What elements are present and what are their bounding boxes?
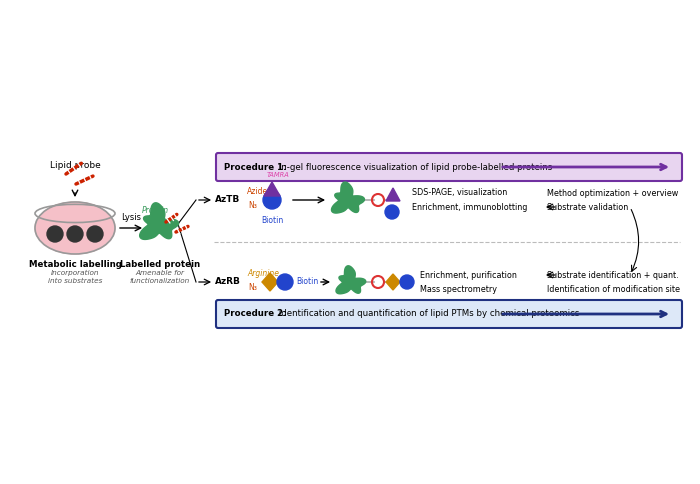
Polygon shape — [386, 188, 400, 201]
Text: Labelled protein: Labelled protein — [120, 260, 200, 269]
Text: Mass spectrometry: Mass spectrometry — [420, 285, 497, 293]
Circle shape — [400, 275, 414, 289]
FancyBboxPatch shape — [216, 153, 682, 181]
Ellipse shape — [47, 226, 63, 242]
Text: Enrichment, immunoblotting: Enrichment, immunoblotting — [412, 202, 527, 212]
Polygon shape — [386, 274, 400, 290]
Text: Procedure 1:: Procedure 1: — [224, 163, 286, 171]
Text: Azide: Azide — [247, 187, 268, 197]
Text: AzRB: AzRB — [215, 277, 241, 287]
Circle shape — [277, 274, 293, 290]
Polygon shape — [140, 203, 178, 240]
Text: Lysis: Lysis — [121, 213, 141, 222]
Text: Biotin: Biotin — [296, 277, 318, 287]
Text: Substrate validation: Substrate validation — [547, 202, 629, 212]
Text: TAMRA: TAMRA — [267, 172, 289, 178]
Text: Incorporation: Incorporation — [50, 270, 99, 276]
Ellipse shape — [67, 226, 83, 242]
Text: Method optimization + overview: Method optimization + overview — [547, 188, 678, 197]
Text: functionalization: functionalization — [130, 278, 190, 284]
Polygon shape — [336, 266, 366, 294]
Text: Amenable for: Amenable for — [136, 270, 185, 276]
Text: SDS-PAGE, visualization: SDS-PAGE, visualization — [412, 188, 507, 197]
Text: Protein: Protein — [141, 206, 169, 215]
Text: Metabolic labelling: Metabolic labelling — [29, 260, 121, 269]
Text: Identification and quantification of lipid PTMs by chemical proteomics: Identification and quantification of lip… — [276, 309, 580, 318]
Polygon shape — [264, 182, 280, 196]
Text: N₃: N₃ — [248, 201, 257, 211]
Text: Arginine: Arginine — [247, 270, 279, 278]
Polygon shape — [332, 182, 365, 213]
Polygon shape — [262, 273, 278, 291]
Text: Identification of modification site: Identification of modification site — [547, 285, 680, 293]
Ellipse shape — [35, 202, 115, 254]
Text: into substrates: into substrates — [48, 278, 102, 284]
Text: In-gel fluorescence visualization of lipid probe-labelled proteins: In-gel fluorescence visualization of lip… — [276, 163, 552, 171]
Circle shape — [385, 205, 399, 219]
Text: Enrichment, purification: Enrichment, purification — [420, 271, 517, 279]
FancyBboxPatch shape — [216, 300, 682, 328]
Text: AzTB: AzTB — [215, 196, 240, 205]
Text: N₃: N₃ — [248, 284, 257, 292]
Circle shape — [263, 191, 281, 209]
Ellipse shape — [87, 226, 103, 242]
Text: Procedure 2:: Procedure 2: — [224, 309, 286, 318]
Text: Substrate identification + quant.: Substrate identification + quant. — [547, 271, 678, 279]
Text: Lipid probe: Lipid probe — [50, 161, 100, 170]
Text: Biotin: Biotin — [261, 216, 283, 225]
